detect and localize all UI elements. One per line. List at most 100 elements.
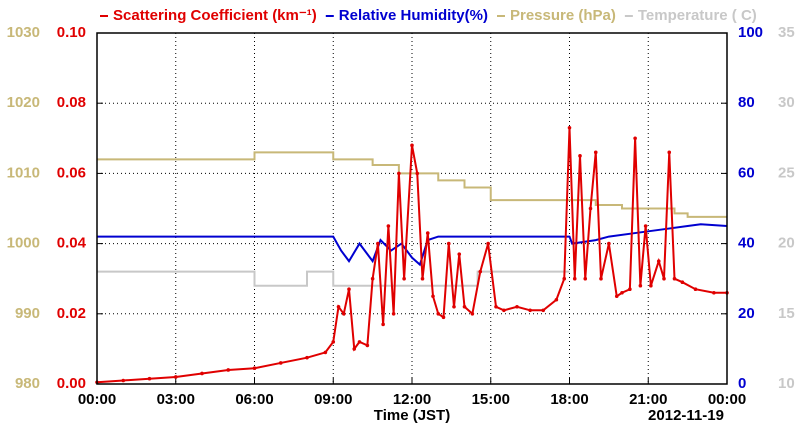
y-tick-label: 1010 [7,164,40,181]
y-tick-label: 0.08 [57,94,86,111]
data-point [305,355,309,360]
data-point [638,283,643,288]
x-tick-label: 15:00 [472,391,510,408]
y-tick-label: 990 [15,305,40,322]
data-point [425,231,430,235]
data-point [680,280,685,285]
y-tick-label: 60 [738,164,755,181]
data-point [470,312,475,316]
data-point [278,361,283,365]
data-point [402,276,406,281]
data-point [173,375,178,379]
legend-label: Temperature ( C) [638,7,757,24]
data-point [583,276,588,281]
y-tick-label: 0.02 [57,305,86,322]
y-tick-label: 25 [778,164,795,181]
data-point [365,343,370,348]
data-point [352,347,357,351]
data-point [614,294,619,299]
data-point [712,290,716,295]
y-tick-label: 0.04 [57,235,87,252]
series-line [97,270,570,287]
data-point [562,276,567,281]
data-point [386,224,391,228]
data-point [486,241,490,246]
data-point [662,276,666,281]
y-tick-label: 100 [738,24,763,41]
data-point [336,304,341,309]
data-point [567,125,572,130]
data-point [357,340,362,344]
data-point [643,224,648,228]
data-point [323,350,328,355]
data-point [410,143,414,148]
legend-label: Relative Humidity(%) [339,7,488,24]
data-point [436,312,441,316]
x-tick-label: 18:00 [550,391,588,408]
series-line [97,223,728,267]
data-point [478,269,483,274]
data-point [341,312,346,316]
data-point [628,287,632,292]
y-tick-label: 20 [778,235,795,252]
x-tick-label: 21:00 [629,391,667,408]
y-tick-label: 30 [778,94,795,111]
data-point [347,287,351,292]
plot-frame [96,32,728,385]
data-point [693,287,698,292]
data-point [515,304,519,309]
data-point [649,283,653,288]
data-point [331,340,336,344]
data-point [667,150,672,155]
data-point [462,304,467,309]
data-point [376,241,380,246]
data-point [502,308,506,313]
data-point [452,304,456,309]
data-point [420,276,425,281]
data-point [200,371,204,376]
data-point [431,294,435,299]
legend-label: Pressure (hPa) [510,7,616,24]
data-point [633,136,637,141]
data-point [391,312,396,316]
y-tick-label: 0.06 [57,164,86,181]
y-tick-label: 0 [738,375,746,392]
data-point [572,276,577,281]
data-point [607,241,611,246]
data-point [541,308,546,313]
data-point [620,290,624,295]
y-tick-label: 40 [738,235,755,252]
y-tick-label: 0.00 [57,375,86,392]
x-tick-label: 09:00 [314,391,352,408]
data-point [441,315,446,320]
data-point [672,276,677,281]
y-tick-label: 15 [778,305,795,322]
y-tick-label: 35 [778,24,795,41]
x-axis-label: Time (JST) [374,407,450,424]
data-point [226,368,231,372]
data-point [446,241,451,246]
legend-label: Scattering Coefficient (km⁻¹) [113,7,317,24]
x-tick-label: 00:00 [708,391,746,408]
data-point [528,308,532,313]
data-point [397,171,401,176]
data-point [370,276,375,281]
series-line [97,151,727,218]
y-tick-label: 980 [15,375,40,392]
data-point [554,297,559,302]
data-point [147,376,152,381]
data-point [415,171,420,176]
y-tick-label: 80 [738,94,755,111]
data-point [494,304,498,309]
y-tick-label: 1030 [7,24,40,41]
y-tick-label: 10 [778,375,795,392]
y-tick-label: 0.10 [57,24,86,41]
data-point [656,259,661,263]
x-tick-label: 12:00 [393,391,431,408]
date-label: 2012-11-19 [648,407,724,424]
data-point [599,276,603,281]
data-point [381,322,385,327]
y-tick-label: 1000 [7,235,40,252]
x-tick-label: 03:00 [157,391,195,408]
